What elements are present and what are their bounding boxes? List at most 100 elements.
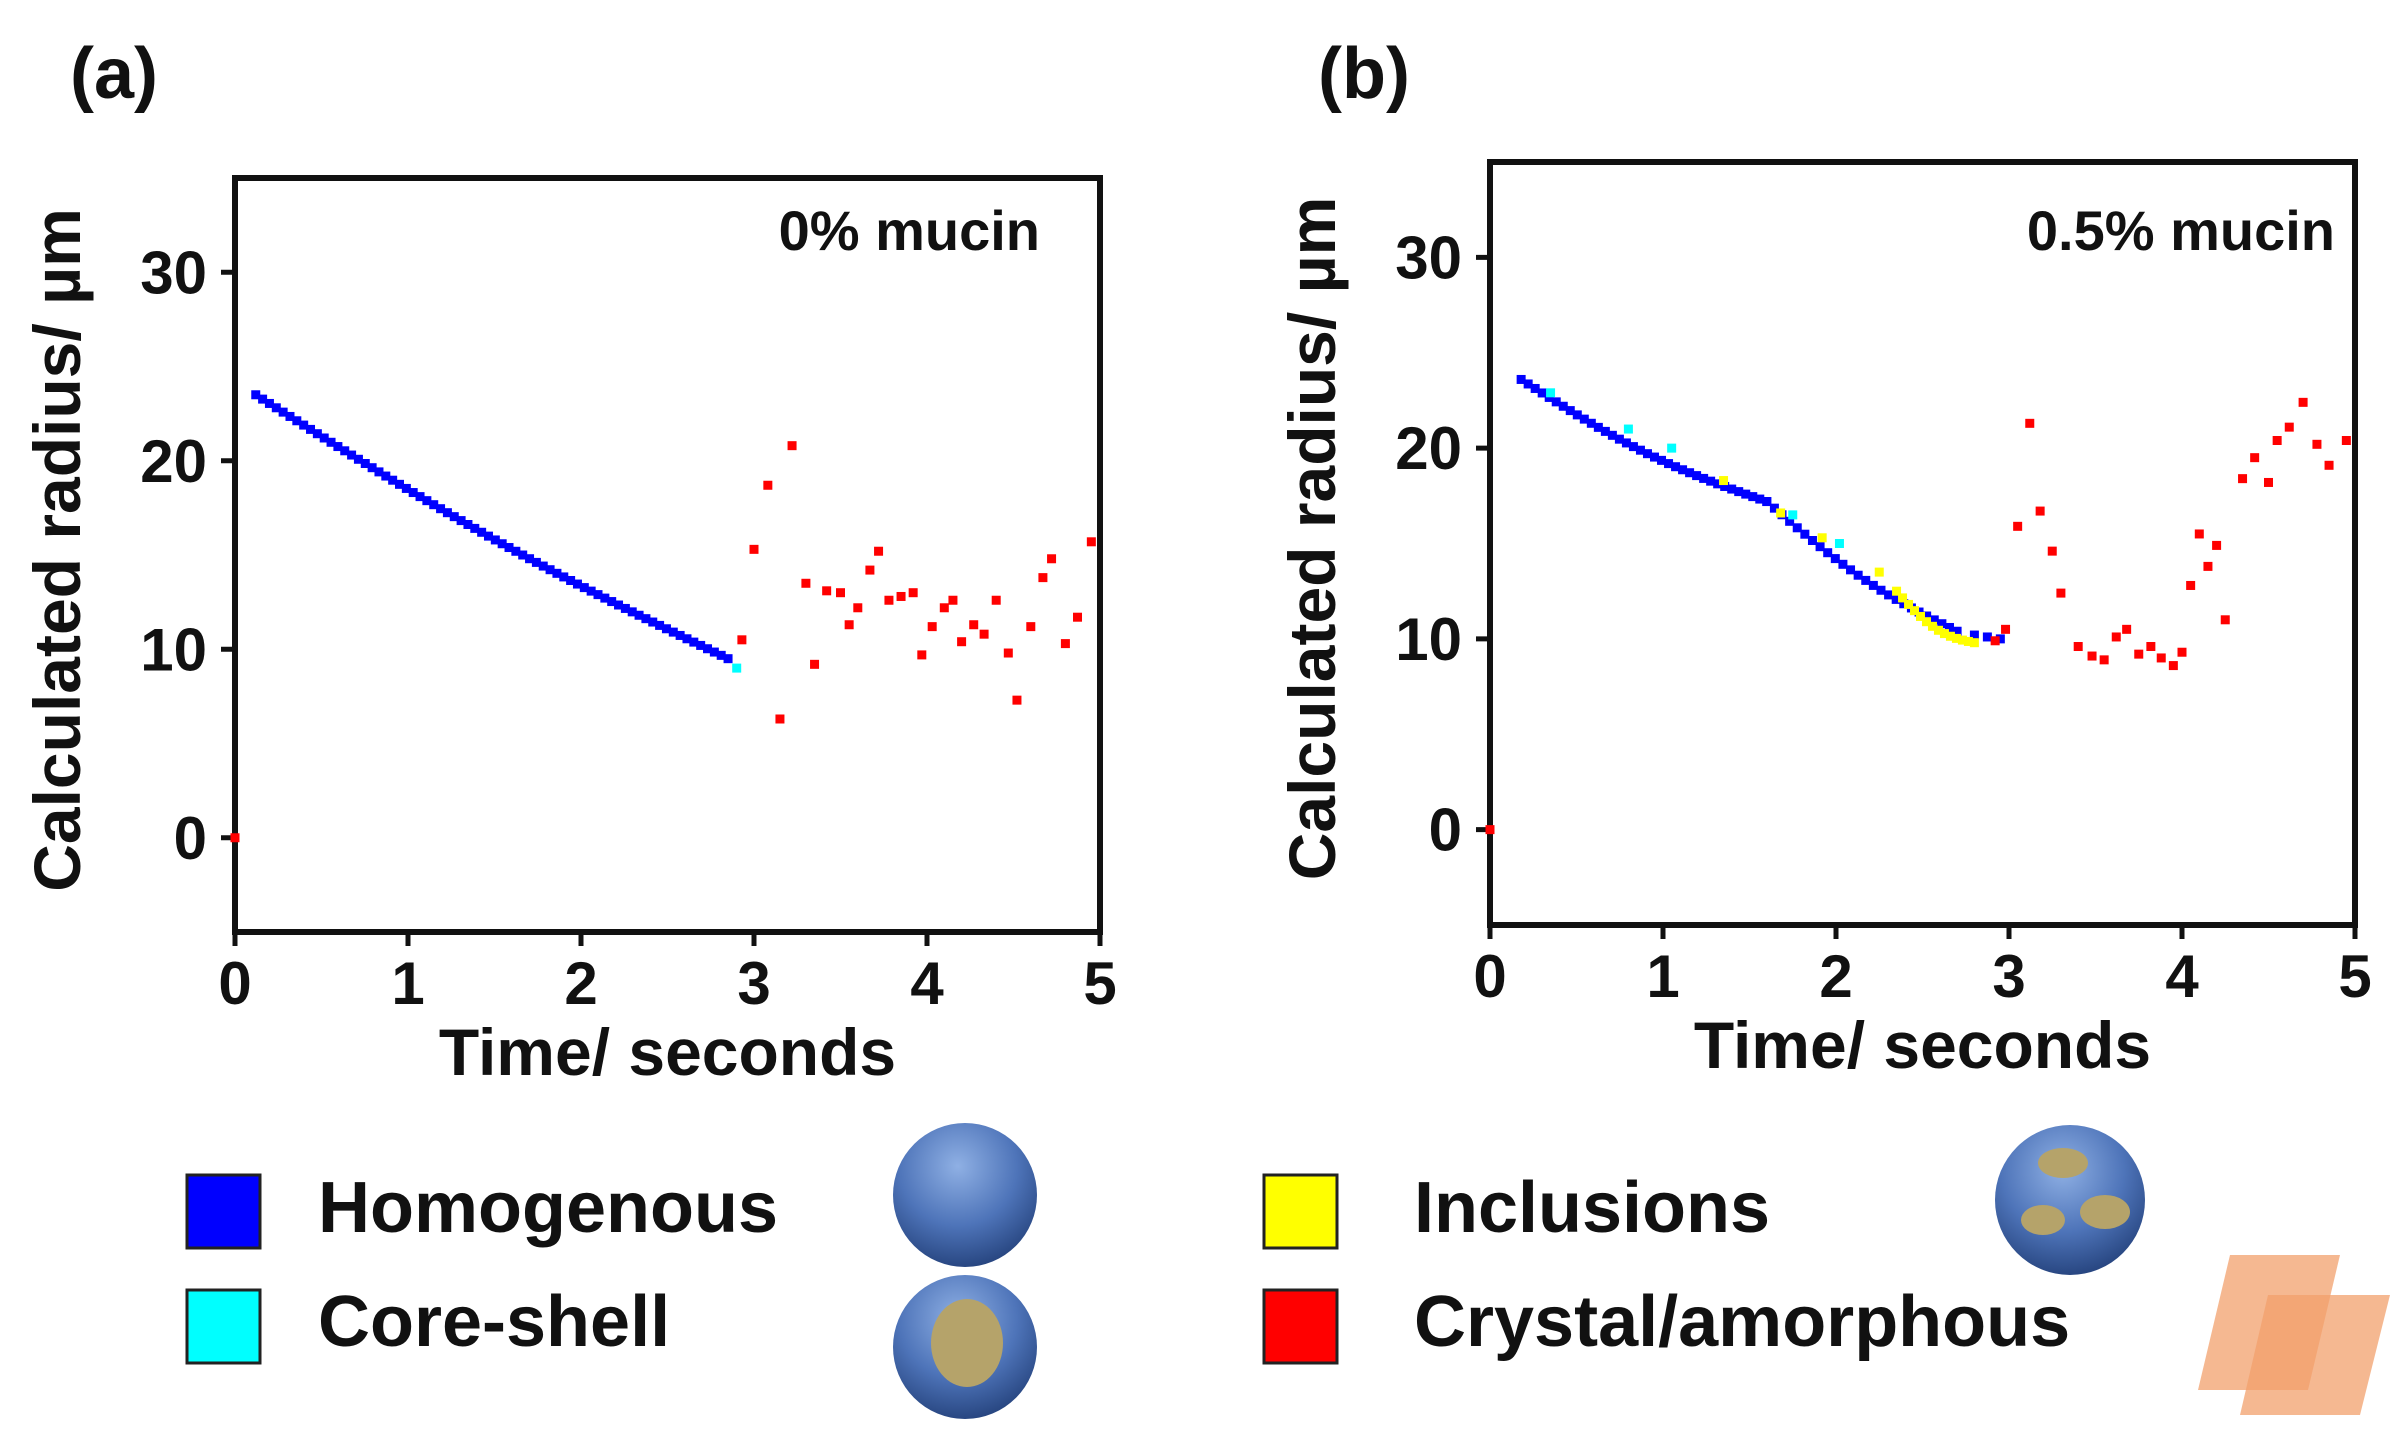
data-point-crystal — [2203, 561, 2213, 571]
data-point-homogenous — [1846, 565, 1856, 575]
data-point-homogenous — [572, 579, 582, 589]
data-point-homogenous — [1769, 503, 1779, 513]
data-point-crystal — [2111, 632, 2121, 642]
data-point-homogenous — [703, 644, 713, 654]
panel-a-y-tick-30: 30 — [140, 239, 207, 306]
data-point-crystal — [2238, 474, 2248, 484]
data-point-homogenous — [1720, 481, 1730, 491]
data-point-homogenous — [1762, 497, 1772, 507]
data-point-homogenous — [1586, 418, 1596, 428]
data-point-homogenous — [1572, 410, 1582, 420]
data-point-homogenous — [1516, 374, 1526, 384]
data-point-homogenous — [1699, 473, 1709, 483]
data-point-homogenous — [306, 424, 316, 434]
data-point-homogenous — [251, 390, 261, 400]
data-point-crystal — [896, 591, 906, 601]
data-point-crystal — [230, 833, 240, 843]
data-point-homogenous — [470, 523, 480, 533]
data-point-homogenous — [381, 471, 391, 481]
data-point-homogenous — [1830, 554, 1840, 564]
data-point-inclusions — [1957, 635, 1967, 645]
data-point-crystal — [2168, 661, 2178, 671]
data-point-homogenous — [477, 527, 487, 537]
data-point-inclusions — [1969, 638, 1979, 648]
panel-b-x-tick-3: 3 — [1992, 943, 2025, 1010]
data-point-crystal — [2035, 506, 2045, 516]
data-point-homogenous — [1785, 516, 1795, 526]
data-point-homogenous — [1706, 476, 1716, 486]
data-point-homogenous — [1551, 397, 1561, 407]
data-point-crystal — [801, 578, 811, 588]
panel-b-y-tick-0: 0 — [1429, 797, 1462, 864]
data-point-crystal — [2272, 435, 2282, 445]
data-point-homogenous — [401, 483, 411, 493]
data-point-inclusions — [1963, 636, 1973, 646]
data-point-core-shell — [1667, 443, 1677, 453]
plot-frame — [1487, 159, 2358, 928]
data-point-homogenous — [408, 488, 418, 498]
legend-swatch-crystal-amorphous — [1262, 1288, 1339, 1365]
core-shell-droplet-icon — [893, 1275, 1037, 1419]
data-point-crystal — [737, 635, 747, 645]
data-point-homogenous — [1807, 536, 1817, 546]
data-point-crystal — [2324, 460, 2334, 470]
data-point-homogenous — [1891, 594, 1901, 604]
panel-a-condition-label: 0% mucin — [779, 199, 1040, 262]
panel-b-data-points — [1485, 374, 2351, 835]
data-point-homogenous — [497, 539, 507, 549]
panel-b-axis-ticks — [1476, 159, 2358, 939]
legend-swatch-homogenous — [185, 1173, 262, 1250]
data-point-homogenous — [1734, 487, 1744, 497]
panel-a-x-tick-5: 5 — [1083, 950, 1116, 1017]
data-point-homogenous — [1579, 414, 1589, 424]
data-point-crystal — [836, 588, 845, 598]
data-point-crystal — [991, 595, 1001, 605]
data-point-homogenous — [360, 458, 370, 468]
data-point-crystal — [2122, 624, 2132, 634]
data-point-crystal — [927, 622, 937, 632]
data-point-crystal — [939, 603, 949, 613]
panel-b-y-tick-10: 10 — [1395, 606, 1462, 673]
panel-a-x-tick-2: 2 — [564, 950, 597, 1017]
data-point-homogenous — [511, 546, 521, 556]
data-point-inclusions — [1904, 599, 1914, 609]
data-point-crystal — [1047, 554, 1057, 564]
data-point-inclusions — [1817, 533, 1827, 543]
data-point-homogenous — [278, 407, 288, 417]
data-point-homogenous — [299, 420, 309, 430]
data-point-homogenous — [579, 583, 589, 593]
data-point-homogenous — [436, 504, 446, 514]
panel-b-y-tick-20: 20 — [1395, 415, 1462, 482]
data-point-crystal — [948, 595, 958, 605]
data-point-homogenous — [696, 640, 706, 650]
data-point-crystal — [844, 620, 854, 630]
data-point-crystal — [749, 544, 759, 554]
data-point-crystal — [2212, 540, 2222, 550]
data-point-homogenous — [1982, 632, 1992, 642]
data-point-homogenous — [607, 597, 617, 607]
data-point-crystal — [853, 603, 863, 613]
data-point-homogenous — [525, 554, 535, 564]
panel-b-x-tick-1: 1 — [1646, 943, 1679, 1010]
data-point-homogenous — [333, 442, 343, 452]
data-point-homogenous — [675, 630, 685, 640]
data-point-crystal — [917, 650, 927, 660]
data-point-homogenous — [682, 634, 692, 644]
data-point-crystal — [810, 659, 820, 669]
data-point-homogenous — [1621, 438, 1631, 448]
data-point-homogenous — [648, 617, 658, 627]
data-point-crystal — [775, 714, 785, 724]
data-point-homogenous — [1713, 479, 1723, 489]
panel-b-y-axis-title: Calculated radius/ µm — [1275, 197, 1349, 881]
data-point-homogenous — [1922, 611, 1932, 621]
data-point-crystal — [2099, 655, 2109, 665]
data-point-homogenous — [1664, 459, 1674, 469]
data-point-crystal — [787, 441, 797, 451]
data-point-homogenous — [415, 492, 425, 502]
data-point-homogenous — [490, 535, 500, 545]
data-point-crystal — [2047, 546, 2057, 556]
data-point-homogenous — [1868, 580, 1878, 590]
panel-a-axis-ticks — [221, 175, 1103, 946]
data-point-core-shell — [1623, 424, 1633, 434]
